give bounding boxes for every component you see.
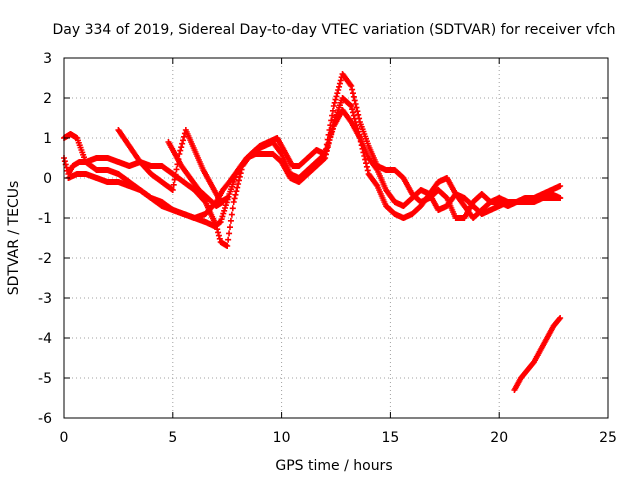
- data-point: [226, 224, 233, 231]
- data-point: [215, 229, 222, 236]
- data-point: [348, 83, 355, 89]
- plot-frame: [63, 57, 609, 419]
- y-axis-label: SDTVAR / TECUs: [6, 181, 22, 296]
- data-point: [352, 101, 359, 107]
- plot-area: [61, 71, 564, 393]
- x-axis-label: GPS time / hours: [275, 458, 392, 474]
- y-axis-tick-labels: 3 2 1 0 -1 -2 -3 -4 -5 -6: [38, 51, 52, 427]
- data-point: [334, 90, 341, 97]
- series-track-c: [65, 107, 564, 229]
- x-axis-tick-labels: 0 5 10 15 20 25: [60, 430, 617, 446]
- x-tick-label: 25: [599, 430, 617, 446]
- data-point: [349, 90, 356, 97]
- series-track-f: [511, 315, 564, 393]
- data-point: [349, 86, 356, 93]
- data-point: [180, 137, 187, 144]
- x-tick-label: 0: [60, 430, 69, 446]
- y-tick-label: 0: [43, 171, 52, 187]
- data-point: [557, 183, 564, 189]
- series-track-e: [165, 139, 226, 209]
- data-point: [329, 107, 336, 114]
- data-point: [230, 199, 237, 205]
- data-point: [225, 236, 232, 243]
- y-tick-label: -2: [38, 251, 52, 267]
- data-point: [235, 181, 242, 187]
- data-point: [351, 115, 358, 122]
- data-point: [348, 103, 355, 109]
- data-point: [61, 158, 68, 165]
- data-point: [556, 316, 563, 322]
- y-tick-label: -3: [38, 291, 52, 307]
- data-point: [336, 80, 343, 87]
- data-point: [180, 133, 187, 140]
- data-point: [330, 103, 337, 109]
- data-point: [229, 205, 236, 212]
- data-point: [335, 87, 342, 93]
- data-point: [177, 147, 184, 154]
- y-tick-label: -6: [38, 411, 52, 427]
- data-point: [171, 176, 178, 183]
- data-point: [336, 83, 343, 90]
- data-point: [363, 163, 370, 170]
- data-point: [234, 184, 241, 191]
- data-point: [349, 106, 356, 113]
- y-tick-label: -1: [38, 211, 52, 227]
- data-point: [333, 93, 340, 100]
- data-point: [233, 188, 240, 195]
- data-point: [63, 164, 70, 171]
- data-point: [228, 211, 235, 218]
- y-tick-label: -4: [38, 331, 52, 347]
- data-point: [231, 195, 238, 202]
- y-tick-label: 1: [43, 131, 52, 147]
- x-tick-label: 5: [168, 430, 177, 446]
- y-tick-label: -5: [38, 371, 52, 387]
- data-point: [331, 99, 338, 106]
- data-point: [353, 104, 360, 111]
- data-point: [351, 97, 358, 104]
- chart-title: Day 334 of 2019, Sidereal Day-to-day VTE…: [52, 22, 615, 38]
- data-point: [354, 108, 361, 115]
- data-point: [216, 235, 223, 242]
- data-point: [364, 167, 371, 174]
- data-point: [350, 112, 357, 119]
- data-point: [215, 232, 222, 239]
- data-point: [219, 199, 226, 205]
- data-point: [226, 230, 233, 237]
- data-point: [557, 195, 564, 201]
- data-point: [178, 144, 185, 151]
- y-tick-label: 2: [43, 91, 52, 107]
- data-point: [337, 77, 344, 84]
- data-point: [332, 96, 339, 103]
- data-point: [172, 171, 179, 178]
- x-tick-label: 20: [490, 430, 508, 446]
- data-point: [173, 166, 180, 173]
- data-point: [557, 315, 564, 321]
- y-tick-label: 3: [43, 51, 52, 67]
- axis-ticks: [63, 57, 609, 419]
- data-point: [227, 217, 234, 224]
- data-point: [169, 187, 176, 193]
- data-point: [363, 160, 370, 167]
- data-point: [224, 195, 231, 201]
- data-point: [350, 93, 357, 100]
- data-point: [349, 109, 356, 116]
- data-point: [232, 191, 239, 198]
- x-tick-label: 10: [273, 430, 291, 446]
- data-point: [224, 243, 231, 249]
- series-track-d: [115, 127, 231, 205]
- data-point: [179, 140, 186, 147]
- data-point: [170, 181, 177, 188]
- x-tick-label: 15: [381, 430, 399, 446]
